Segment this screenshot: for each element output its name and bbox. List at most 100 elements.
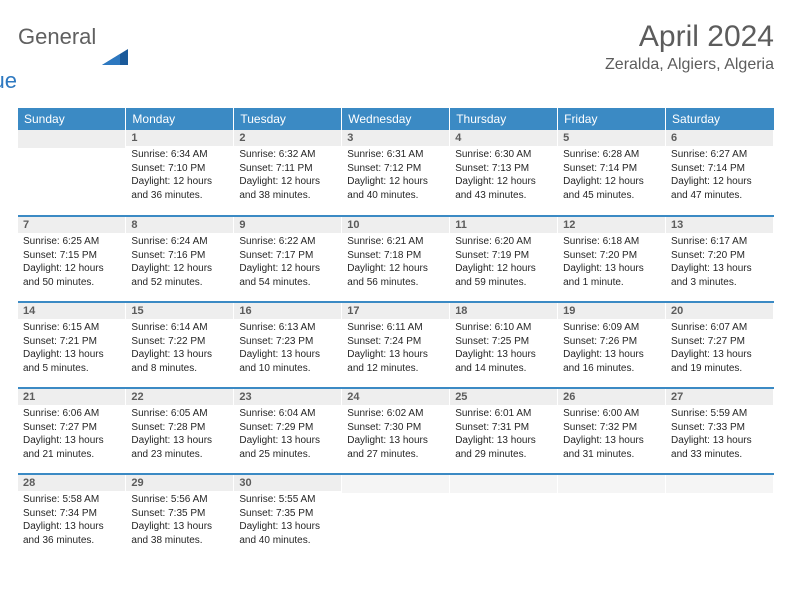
day-number-bar: 27 <box>666 389 773 405</box>
day-sunset: Sunset: 7:22 PM <box>131 335 228 349</box>
day-day2: and 40 minutes. <box>347 189 444 203</box>
day-sunrise: Sunrise: 5:56 AM <box>131 493 228 507</box>
day-sunset: Sunset: 7:26 PM <box>563 335 660 349</box>
day-sunset: Sunset: 7:18 PM <box>347 249 444 263</box>
day-number-bar: 15 <box>126 303 233 319</box>
calendar-day-cell: 28Sunrise: 5:58 AMSunset: 7:34 PMDayligh… <box>18 474 126 560</box>
day-sunrise: Sunrise: 6:18 AM <box>563 235 660 249</box>
day-sunset: Sunset: 7:17 PM <box>239 249 336 263</box>
calendar-day-cell: 20Sunrise: 6:07 AMSunset: 7:27 PMDayligh… <box>666 302 774 388</box>
day-number-bar: 20 <box>666 303 773 319</box>
day-sunrise: Sunrise: 6:27 AM <box>671 148 768 162</box>
day-day1: Daylight: 13 hours <box>455 434 552 448</box>
day-day1: Daylight: 13 hours <box>23 520 120 534</box>
day-sunrise: Sunrise: 5:55 AM <box>239 493 336 507</box>
day-day1: Daylight: 13 hours <box>347 348 444 362</box>
day-sunrise: Sunrise: 6:34 AM <box>131 148 228 162</box>
weekday-header: Sunday <box>18 108 126 130</box>
day-day2: and 12 minutes. <box>347 362 444 376</box>
day-sunrise: Sunrise: 6:06 AM <box>23 407 120 421</box>
day-day2: and 5 minutes. <box>23 362 120 376</box>
day-day2: and 47 minutes. <box>671 189 768 203</box>
day-day1: Daylight: 12 hours <box>347 175 444 189</box>
day-day1: Daylight: 13 hours <box>347 434 444 448</box>
day-body: Sunrise: 6:17 AMSunset: 7:20 PMDaylight:… <box>666 233 773 293</box>
calendar-week-row: 7Sunrise: 6:25 AMSunset: 7:15 PMDaylight… <box>18 216 774 302</box>
day-number-bar: 19 <box>558 303 665 319</box>
calendar-day-cell: 2Sunrise: 6:32 AMSunset: 7:11 PMDaylight… <box>234 130 342 216</box>
day-body: Sunrise: 6:20 AMSunset: 7:19 PMDaylight:… <box>450 233 557 293</box>
day-sunset: Sunset: 7:28 PM <box>131 421 228 435</box>
day-body: Sunrise: 6:06 AMSunset: 7:27 PMDaylight:… <box>18 405 125 465</box>
day-sunrise: Sunrise: 6:02 AM <box>347 407 444 421</box>
calendar-table: Sunday Monday Tuesday Wednesday Thursday… <box>18 108 774 560</box>
day-day2: and 21 minutes. <box>23 448 120 462</box>
day-day1: Daylight: 13 hours <box>455 348 552 362</box>
day-number-bar: 18 <box>450 303 557 319</box>
weekday-header: Saturday <box>666 108 774 130</box>
calendar-day-cell: 16Sunrise: 6:13 AMSunset: 7:23 PMDayligh… <box>234 302 342 388</box>
day-number-bar: 6 <box>666 130 773 146</box>
day-body: Sunrise: 6:00 AMSunset: 7:32 PMDaylight:… <box>558 405 665 465</box>
day-day2: and 45 minutes. <box>563 189 660 203</box>
day-number-bar: 8 <box>126 217 233 233</box>
day-day2: and 19 minutes. <box>671 362 768 376</box>
day-body: Sunrise: 6:30 AMSunset: 7:13 PMDaylight:… <box>450 146 557 206</box>
calendar-day-cell: 30Sunrise: 5:55 AMSunset: 7:35 PMDayligh… <box>234 474 342 560</box>
day-day2: and 56 minutes. <box>347 276 444 290</box>
day-body: Sunrise: 6:02 AMSunset: 7:30 PMDaylight:… <box>342 405 449 465</box>
day-body: Sunrise: 6:18 AMSunset: 7:20 PMDaylight:… <box>558 233 665 293</box>
day-sunset: Sunset: 7:11 PM <box>239 162 336 176</box>
day-day1: Daylight: 13 hours <box>131 520 228 534</box>
day-number-bar: 10 <box>342 217 449 233</box>
day-body: Sunrise: 6:04 AMSunset: 7:29 PMDaylight:… <box>234 405 341 465</box>
calendar-day-cell: 10Sunrise: 6:21 AMSunset: 7:18 PMDayligh… <box>342 216 450 302</box>
day-day2: and 3 minutes. <box>671 276 768 290</box>
calendar-day-cell: 6Sunrise: 6:27 AMSunset: 7:14 PMDaylight… <box>666 130 774 216</box>
day-body: Sunrise: 6:24 AMSunset: 7:16 PMDaylight:… <box>126 233 233 293</box>
day-body: Sunrise: 6:27 AMSunset: 7:14 PMDaylight:… <box>666 146 773 206</box>
day-sunrise: Sunrise: 6:11 AM <box>347 321 444 335</box>
day-day2: and 1 minute. <box>563 276 660 290</box>
day-day2: and 54 minutes. <box>239 276 336 290</box>
day-sunrise: Sunrise: 6:05 AM <box>131 407 228 421</box>
day-sunset: Sunset: 7:12 PM <box>347 162 444 176</box>
day-sunrise: Sunrise: 6:14 AM <box>131 321 228 335</box>
day-body: Sunrise: 6:21 AMSunset: 7:18 PMDaylight:… <box>342 233 449 293</box>
day-body: Sunrise: 6:14 AMSunset: 7:22 PMDaylight:… <box>126 319 233 379</box>
weekday-header: Wednesday <box>342 108 450 130</box>
calendar-day-cell: 22Sunrise: 6:05 AMSunset: 7:28 PMDayligh… <box>126 388 234 474</box>
day-sunrise: Sunrise: 6:21 AM <box>347 235 444 249</box>
weekday-header: Friday <box>558 108 666 130</box>
day-day1: Daylight: 13 hours <box>671 262 768 276</box>
weekday-header-row: Sunday Monday Tuesday Wednesday Thursday… <box>18 108 774 130</box>
day-sunset: Sunset: 7:21 PM <box>23 335 120 349</box>
day-day1: Daylight: 13 hours <box>563 262 660 276</box>
day-number-bar: 28 <box>18 475 125 491</box>
day-number-bar: 12 <box>558 217 665 233</box>
day-sunrise: Sunrise: 6:28 AM <box>563 148 660 162</box>
day-number-bar <box>450 475 557 493</box>
day-day1: Daylight: 12 hours <box>131 262 228 276</box>
calendar-day-cell: 25Sunrise: 6:01 AMSunset: 7:31 PMDayligh… <box>450 388 558 474</box>
calendar-day-cell: 11Sunrise: 6:20 AMSunset: 7:19 PMDayligh… <box>450 216 558 302</box>
calendar-day-cell: 14Sunrise: 6:15 AMSunset: 7:21 PMDayligh… <box>18 302 126 388</box>
day-day2: and 50 minutes. <box>23 276 120 290</box>
day-number-bar: 9 <box>234 217 341 233</box>
day-sunset: Sunset: 7:30 PM <box>347 421 444 435</box>
day-body: Sunrise: 5:58 AMSunset: 7:34 PMDaylight:… <box>18 491 125 551</box>
day-day2: and 25 minutes. <box>239 448 336 462</box>
day-sunset: Sunset: 7:23 PM <box>239 335 336 349</box>
day-number-bar: 2 <box>234 130 341 146</box>
day-sunrise: Sunrise: 6:10 AM <box>455 321 552 335</box>
day-body: Sunrise: 6:22 AMSunset: 7:17 PMDaylight:… <box>234 233 341 293</box>
day-number-bar <box>558 475 665 493</box>
day-day1: Daylight: 13 hours <box>131 434 228 448</box>
day-number-bar: 30 <box>234 475 341 491</box>
day-body: Sunrise: 6:01 AMSunset: 7:31 PMDaylight:… <box>450 405 557 465</box>
day-number-bar: 3 <box>342 130 449 146</box>
brand-word-1: General <box>18 24 96 50</box>
day-sunrise: Sunrise: 6:17 AM <box>671 235 768 249</box>
day-sunrise: Sunrise: 6:04 AM <box>239 407 336 421</box>
calendar-day-cell: 1Sunrise: 6:34 AMSunset: 7:10 PMDaylight… <box>126 130 234 216</box>
